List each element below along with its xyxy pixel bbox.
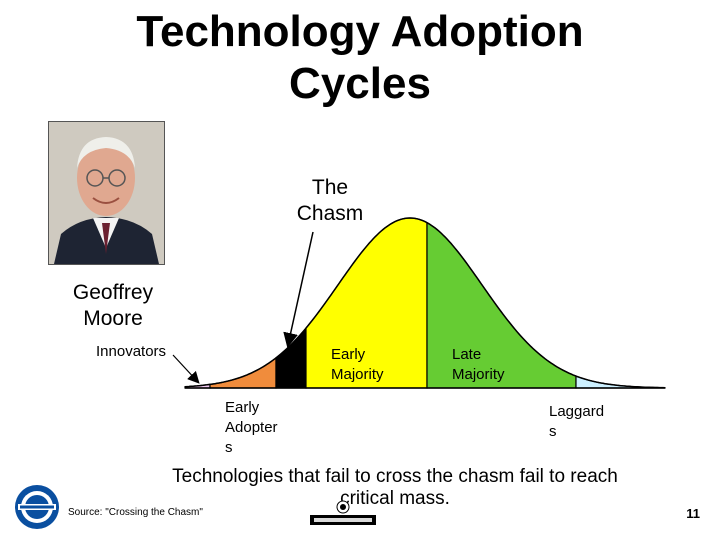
chasm-label-line-2: Chasm bbox=[296, 202, 364, 225]
early-adopters-label: Early Adopter s bbox=[225, 398, 278, 458]
key-message-line-1: Technologies that fail to cross the chas… bbox=[172, 466, 618, 487]
chasm-segment bbox=[275, 326, 307, 389]
portrait-illustration bbox=[49, 122, 164, 264]
laggards-line-2: s bbox=[549, 423, 557, 440]
laggards-line-1: Laggard bbox=[549, 403, 605, 420]
key-message-line-2: critical mass. bbox=[340, 488, 450, 509]
innovators-arrow bbox=[172, 354, 200, 384]
organization-logo-icon bbox=[15, 485, 59, 529]
laggards-label: Laggard s bbox=[549, 402, 604, 442]
page-number: 11 bbox=[686, 506, 700, 521]
early-adopters-line-1: Early bbox=[225, 399, 260, 416]
bell-curve-outline bbox=[184, 217, 666, 389]
title-line-1: Technology Adoption bbox=[136, 7, 584, 56]
late-majority-line-2: Majority bbox=[452, 366, 505, 383]
key-message: Technologies that fail to cross the chas… bbox=[150, 466, 640, 510]
innovators-label: Innovators bbox=[96, 343, 167, 360]
chasm-label: The Chasm bbox=[270, 175, 390, 227]
late-majority-line-1: Late bbox=[452, 346, 482, 363]
title-line-2: Cycles bbox=[289, 59, 431, 108]
early-adopters-line-2: Adopter bbox=[225, 419, 278, 436]
geoffrey-moore-photo bbox=[48, 121, 165, 265]
early-majority-line-1: Early bbox=[331, 346, 366, 363]
late-majority-label: Late Majority bbox=[452, 345, 505, 385]
early-adopters-line-3: s bbox=[225, 439, 233, 456]
chasm-label-line-1: The bbox=[311, 176, 349, 199]
stamp-logo-icon bbox=[310, 500, 376, 525]
early-majority-label: Early Majority bbox=[331, 345, 384, 385]
source-citation: Source: "Crossing the Chasm" bbox=[68, 507, 203, 518]
chasm-arrow bbox=[283, 231, 314, 348]
person-label-line-2: Moore bbox=[83, 307, 143, 330]
person-label-line-1: Geoffrey bbox=[72, 281, 154, 304]
person-label: Geoffrey Moore bbox=[58, 280, 168, 332]
slide-title: Technology Adoption Cycles bbox=[0, 6, 720, 110]
curve-segments bbox=[184, 217, 666, 389]
early-majority-line-2: Majority bbox=[331, 366, 384, 383]
